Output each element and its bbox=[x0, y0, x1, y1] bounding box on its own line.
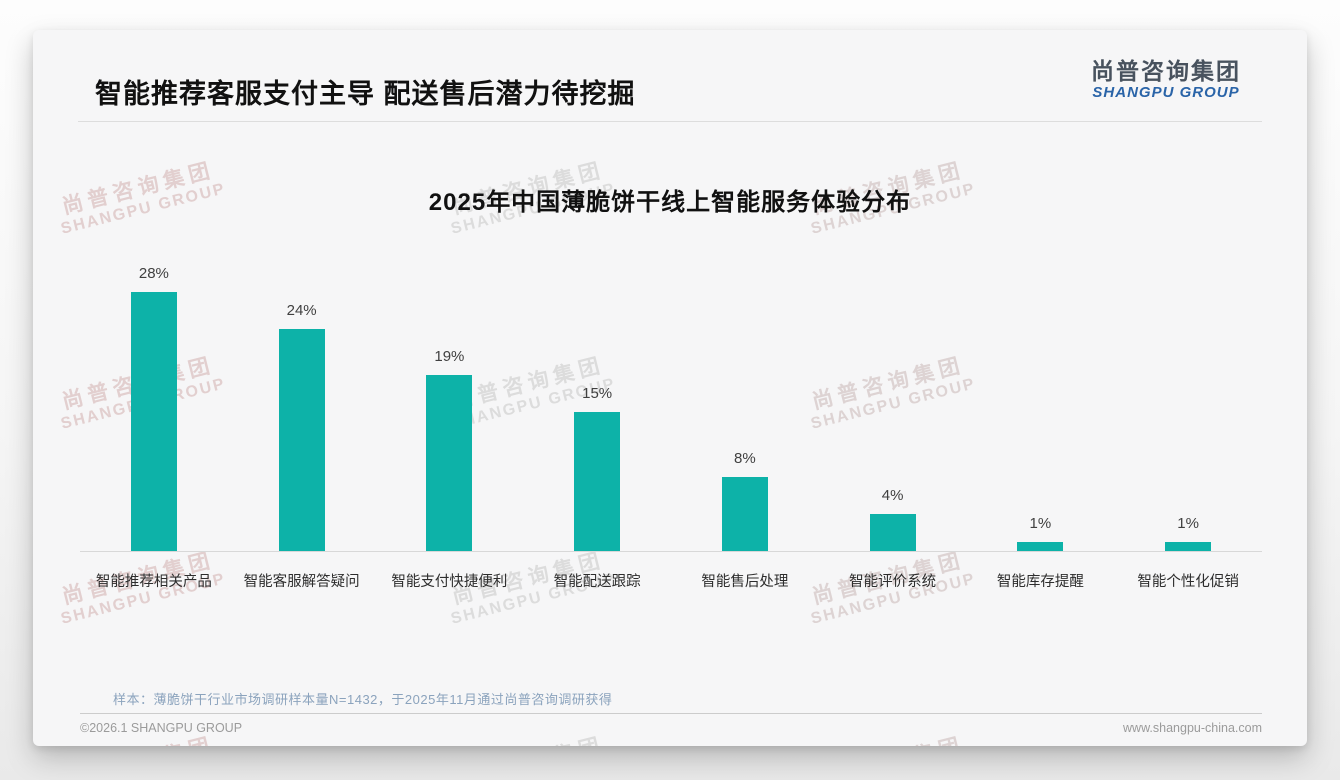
category-axis: 智能推荐相关产品 智能客服解答疑问 智能支付快捷便利 智能配送跟踪 智能售后处理 智能评价… bbox=[80, 570, 1262, 591]
slide-content: 智能推荐客服支付主导 配送售后潜力待挖掘 尚普咨询集团 SHANGPU GROU… bbox=[33, 30, 1307, 746]
bar bbox=[574, 412, 621, 551]
bar-column: 19% bbox=[376, 230, 524, 551]
bar-column: 1% bbox=[1114, 230, 1262, 551]
company-logo: 尚普咨询集团 SHANGPU GROUP bbox=[1091, 58, 1241, 102]
footer-divider bbox=[80, 713, 1262, 714]
bar bbox=[278, 329, 325, 551]
bar-column: 4% bbox=[819, 230, 967, 551]
bar-value-label: 28% bbox=[138, 265, 169, 282]
bar-value-label: 4% bbox=[881, 487, 904, 504]
bar-value-label: 24% bbox=[286, 302, 317, 319]
bar-column: 24% bbox=[228, 230, 376, 551]
sample-footnote: 样本：薄脆饼干行业市场调研样本量N=1432，于2025年11月通过尚普咨询调研… bbox=[113, 692, 613, 707]
bar bbox=[1017, 541, 1064, 551]
bar bbox=[130, 292, 177, 551]
bar-value-label: 15% bbox=[582, 385, 613, 403]
bar bbox=[869, 514, 916, 551]
bar-chart: 28% 24% 19% 15% 8% 4% 1% 1% bbox=[80, 230, 1262, 552]
category-label: 智能库存提醒 bbox=[996, 574, 1084, 590]
bar-value-label: 8% bbox=[734, 450, 756, 467]
bar-column: 8% bbox=[671, 230, 819, 551]
header-divider bbox=[78, 121, 1262, 122]
bar-column: 1% bbox=[967, 230, 1115, 551]
category-label: 智能客服解答疑问 bbox=[243, 574, 360, 590]
category-label: 智能个性化促销 bbox=[1137, 574, 1239, 590]
footer-website: www.shangpu-china.com bbox=[1123, 721, 1262, 735]
bar-value-label: 1% bbox=[1029, 514, 1052, 532]
bar-value-label: 19% bbox=[434, 348, 465, 366]
footer-copyright: ©2026.1 SHANGPU GROUP bbox=[80, 721, 243, 735]
logo-english-text: SHANGPU GROUP bbox=[1092, 84, 1240, 102]
bar bbox=[426, 375, 473, 551]
slide-card: 尚普咨询集团 SHANGPU GROUP 尚普咨询集团 SHANGPU GROUP 尚普… bbox=[33, 30, 1307, 746]
bar bbox=[721, 477, 768, 551]
category-label: 智能支付快捷便利 bbox=[391, 574, 508, 590]
bar-value-label: 1% bbox=[1177, 514, 1199, 532]
category-label: 智能评价系统 bbox=[849, 574, 937, 590]
bar-column: 15% bbox=[523, 230, 671, 551]
category-label: 智能配送跟踪 bbox=[553, 574, 641, 590]
logo-chinese-text: 尚普咨询集团 bbox=[1091, 58, 1241, 84]
chart-title: 2025年中国薄脆饼干线上智能服务体验分布 bbox=[428, 189, 912, 216]
bar-column: 28% bbox=[80, 230, 228, 551]
category-label: 智能推荐相关产品 bbox=[95, 574, 212, 590]
category-label: 智能售后处理 bbox=[701, 574, 789, 590]
bar bbox=[1165, 541, 1212, 551]
page-title: 智能推荐客服支付主导 配送售后潜力待挖掘 bbox=[95, 79, 636, 109]
